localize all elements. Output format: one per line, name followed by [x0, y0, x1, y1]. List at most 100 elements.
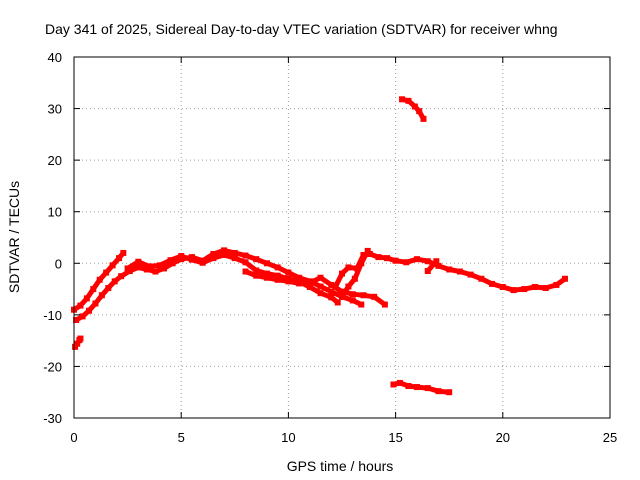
- data-point: [334, 299, 341, 306]
- y-tick-label: -10: [43, 308, 62, 323]
- data-point: [285, 269, 292, 276]
- data-point: [143, 266, 150, 273]
- data-point: [351, 275, 358, 282]
- data-point: [116, 255, 123, 262]
- y-axis-label: SDTVAR / TECUs: [6, 181, 22, 293]
- data-point: [414, 384, 421, 391]
- series-arc-late-2: [339, 248, 371, 300]
- data-point: [358, 260, 365, 267]
- data-point: [296, 280, 303, 287]
- data-point: [231, 255, 238, 262]
- data-point: [118, 273, 125, 280]
- data-point: [306, 284, 313, 291]
- data-series: [71, 96, 568, 396]
- data-point: [73, 317, 80, 324]
- data-point: [521, 286, 528, 293]
- data-point: [72, 343, 79, 350]
- data-point: [221, 252, 228, 259]
- data-point: [253, 267, 260, 274]
- data-point: [199, 259, 206, 266]
- data-point: [411, 103, 418, 110]
- data-point: [467, 271, 474, 278]
- x-tick-label: 0: [70, 430, 77, 445]
- data-point: [111, 278, 118, 285]
- data-point: [384, 255, 391, 262]
- data-point: [339, 293, 345, 300]
- data-point: [306, 279, 313, 286]
- data-point: [103, 269, 110, 276]
- data-point: [420, 115, 427, 122]
- x-axis-label: GPS time / hours: [287, 458, 394, 474]
- data-point: [390, 381, 397, 388]
- data-point: [178, 253, 185, 260]
- data-point: [358, 301, 365, 308]
- data-point: [79, 313, 86, 320]
- data-point: [231, 249, 238, 256]
- data-point: [152, 268, 159, 275]
- data-point: [553, 281, 560, 288]
- data-point: [403, 259, 410, 266]
- data-point: [274, 264, 281, 271]
- data-point: [489, 280, 496, 287]
- data-point: [210, 251, 217, 258]
- data-point: [317, 283, 324, 290]
- data-point: [345, 264, 352, 271]
- data-point: [396, 379, 403, 386]
- x-tick-label: 20: [496, 430, 510, 445]
- data-point: [435, 262, 442, 269]
- data-point: [510, 287, 517, 294]
- data-point: [433, 258, 440, 265]
- data-point: [92, 300, 99, 307]
- y-tick-label: 40: [48, 50, 62, 65]
- data-point: [83, 295, 90, 302]
- data-point: [360, 292, 367, 299]
- data-point: [135, 258, 142, 265]
- data-point: [77, 335, 84, 342]
- data-point: [242, 259, 249, 266]
- data-point: [98, 292, 105, 299]
- data-point: [77, 302, 84, 309]
- chart-title: Day 341 of 2025, Sidereal Day-to-day VTE…: [45, 21, 558, 37]
- y-tick-label: -30: [43, 411, 62, 426]
- data-point: [446, 389, 453, 396]
- data-point: [274, 276, 281, 283]
- grid: [74, 57, 610, 418]
- data-point: [424, 385, 431, 392]
- data-point: [135, 264, 142, 271]
- data-point: [364, 247, 371, 254]
- data-point: [542, 285, 549, 292]
- y-tick-label: -20: [43, 359, 62, 374]
- x-tick-label: 10: [281, 430, 295, 445]
- data-point: [366, 251, 373, 258]
- data-point: [105, 285, 112, 292]
- data-point: [339, 270, 345, 277]
- data-point: [349, 291, 356, 298]
- data-point: [381, 301, 388, 308]
- data-point: [339, 288, 345, 295]
- data-point: [263, 270, 270, 277]
- data-point: [161, 265, 168, 272]
- data-point: [221, 247, 228, 254]
- data-point: [253, 256, 260, 263]
- data-point: [253, 272, 260, 279]
- data-point: [242, 252, 249, 259]
- data-point: [416, 108, 423, 115]
- x-tick-label: 5: [178, 430, 185, 445]
- data-point: [499, 284, 506, 291]
- data-point: [424, 258, 431, 265]
- data-point: [74, 340, 81, 347]
- y-tick-label: 20: [48, 153, 62, 168]
- data-point: [561, 275, 568, 282]
- y-tick-label: 0: [55, 256, 62, 271]
- data-point: [424, 268, 431, 275]
- data-point: [405, 97, 412, 104]
- data-point: [405, 383, 412, 390]
- data-point: [317, 290, 324, 297]
- data-point: [120, 249, 127, 256]
- data-point: [456, 268, 463, 275]
- data-point: [285, 278, 292, 285]
- data-point: [167, 257, 174, 264]
- data-point: [371, 293, 378, 300]
- data-point: [86, 307, 93, 314]
